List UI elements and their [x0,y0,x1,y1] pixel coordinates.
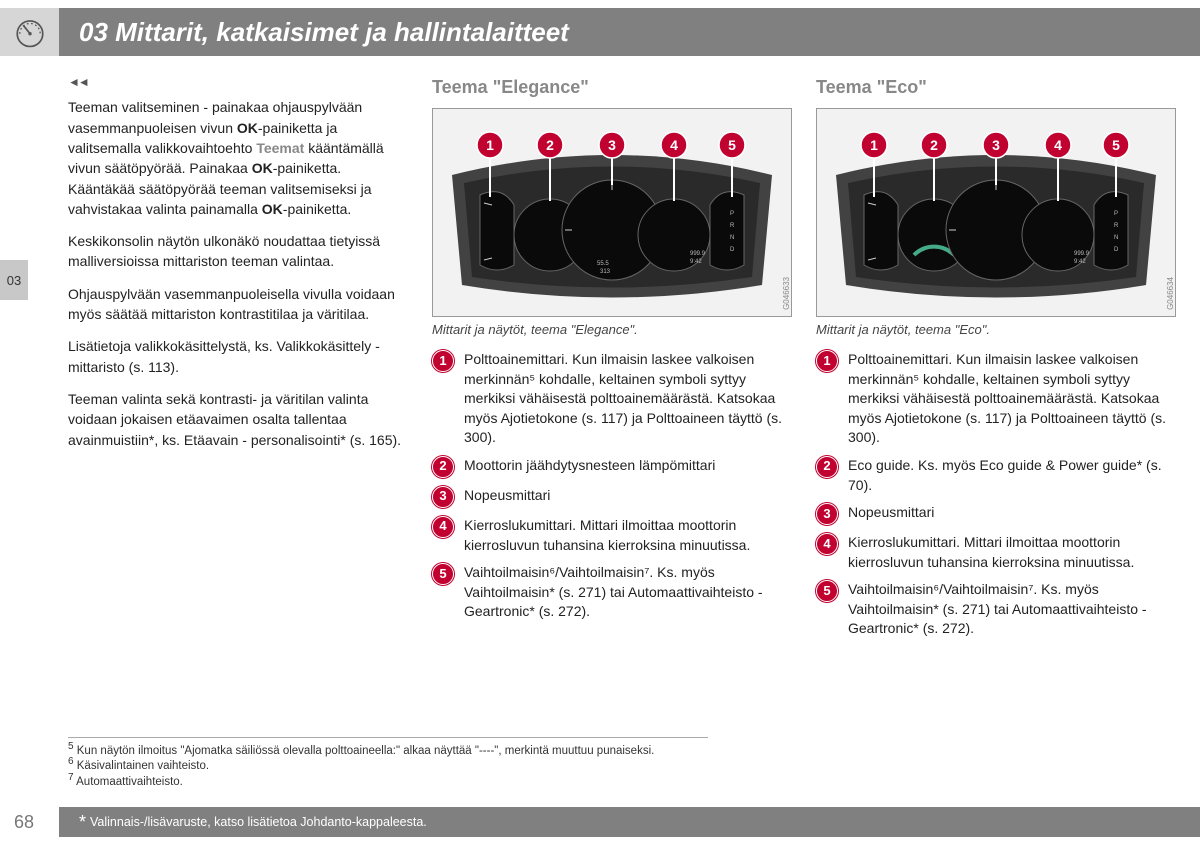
svg-text:R: R [1114,223,1119,229]
column-elegance: Teema "Elegance" 55.5 313 9:42 999.9 [432,74,792,647]
svg-text:5: 5 [1112,137,1120,153]
eco-heading: Teema "Eco" [816,74,1176,100]
svg-text:999.9: 999.9 [1074,251,1090,257]
svg-text:3: 3 [608,137,616,153]
badge-3: 3 [816,503,838,525]
svg-text:9:42: 9:42 [690,259,702,265]
eco-callouts: 1Polttoainemittari. Kun ilmaisin laskee … [816,350,1176,639]
list-item: 5Vaihtoilmaisin⁶/Vaihtoilmaisin⁷. Ks. my… [816,580,1176,639]
svg-text:5: 5 [728,137,736,153]
list-item: 1Polttoainemittari. Kun ilmaisin laskee … [816,350,1176,448]
elegance-figure: 55.5 313 9:42 999.9 P R N D 1 2 3 4 5 G0… [432,108,792,317]
badge-5: 5 [432,563,454,585]
list-item: 4Kierroslukumittari. Mittari ilmoittaa m… [816,533,1176,572]
badge-3: 3 [432,486,454,508]
eco-image-id: G046634 [1165,277,1177,310]
intro-p2: Keskikonsolin näytön ulkonäkö noudattaa … [68,231,408,272]
column-intro: ◄◄ Teeman valitseminen - painakaa ohjaus… [68,74,408,647]
elegance-dashboard-svg: 55.5 313 9:42 999.9 P R N D 1 2 3 4 5 [439,115,785,310]
content-grid: ◄◄ Teeman valitseminen - painakaa ohjaus… [68,74,1178,647]
svg-text:1: 1 [870,137,878,153]
list-item: 3Nopeusmittari [432,486,792,508]
badge-5: 5 [816,580,838,602]
svg-text:2: 2 [546,137,554,153]
list-item: 4Kierroslukumittari. Mittari ilmoittaa m… [432,516,792,555]
eco-dashboard-svg: 9:42 999.9 P R N D 1 2 3 4 5 [823,115,1169,310]
chapter-header: 03 Mittarit, katkaisimet ja hallintalait… [59,8,1200,56]
svg-text:2: 2 [930,137,938,153]
svg-text:P: P [1114,211,1118,217]
footer-text: *Valinnais-/lisävaruste, katso lisätieto… [79,812,427,833]
footnote-7: 7 Automaattivaihteisto. [68,772,708,788]
badge-1: 1 [432,350,454,372]
badge-1: 1 [816,350,838,372]
gauge-icon [13,15,47,49]
svg-text:D: D [1114,247,1119,253]
svg-text:9:42: 9:42 [1074,259,1086,265]
footer-bar: *Valinnais-/lisävaruste, katso lisätieto… [59,807,1200,837]
list-item: 2Eco guide. Ks. myös Eco guide & Power g… [816,456,1176,495]
svg-text:313: 313 [600,269,611,275]
side-tab: 03 [0,260,28,300]
elegance-callouts: 1Polttoainemittari. Kun ilmaisin laskee … [432,350,792,622]
list-item: 1Polttoainemittari. Kun ilmaisin laskee … [432,350,792,448]
svg-text:4: 4 [1054,137,1062,153]
elegance-heading: Teema "Elegance" [432,74,792,100]
badge-4: 4 [432,516,454,538]
svg-text:1: 1 [486,137,494,153]
svg-text:N: N [1114,235,1118,241]
continuation-marker: ◄◄ [68,74,408,91]
svg-text:3: 3 [992,137,1000,153]
intro-p1: Teeman valitseminen - painakaa ohjauspyl… [68,97,408,219]
svg-text:N: N [730,235,734,241]
elegance-caption: Mittarit ja näytöt, teema "Elegance". [432,321,792,340]
svg-text:55.5: 55.5 [597,261,609,267]
svg-text:4: 4 [670,137,678,153]
column-eco: Teema "Eco" 9:42 999.9 P R N D 1 [816,74,1176,647]
elegance-image-id: G046633 [781,277,793,310]
footnotes: 5 Kun näytön ilmoitus "Ajomatka säiliöss… [68,737,708,788]
intro-p5: Teeman valinta sekä kontrasti- ja väriti… [68,389,408,450]
eco-figure: 9:42 999.9 P R N D 1 2 3 4 5 G046634 [816,108,1176,317]
page-number: 68 [14,812,34,833]
svg-text:R: R [730,223,735,229]
svg-text:999.9: 999.9 [690,251,706,257]
list-item: 3Nopeusmittari [816,503,1176,525]
eco-caption: Mittarit ja näytöt, teema "Eco". [816,321,1176,340]
intro-p3: Ohjauspylvään vasemmanpuoleisella vivull… [68,284,408,325]
badge-2: 2 [432,456,454,478]
footnote-6: 6 Käsivalintainen vaihteisto. [68,756,708,772]
list-item: 2Moottorin jäähdytysnesteen lämpömittari [432,456,792,478]
badge-2: 2 [816,456,838,478]
footnote-5: 5 Kun näytön ilmoitus "Ajomatka säiliöss… [68,741,708,757]
intro-p4: Lisätietoja valikkokäsittelystä, ks. Val… [68,336,408,377]
svg-text:D: D [730,247,735,253]
svg-text:P: P [730,211,734,217]
list-item: 5Vaihtoilmaisin⁶/Vaihtoilmaisin⁷. Ks. my… [432,563,792,622]
chapter-icon-box [0,8,59,56]
chapter-title: 03 Mittarit, katkaisimet ja hallintalait… [79,17,569,48]
badge-4: 4 [816,533,838,555]
